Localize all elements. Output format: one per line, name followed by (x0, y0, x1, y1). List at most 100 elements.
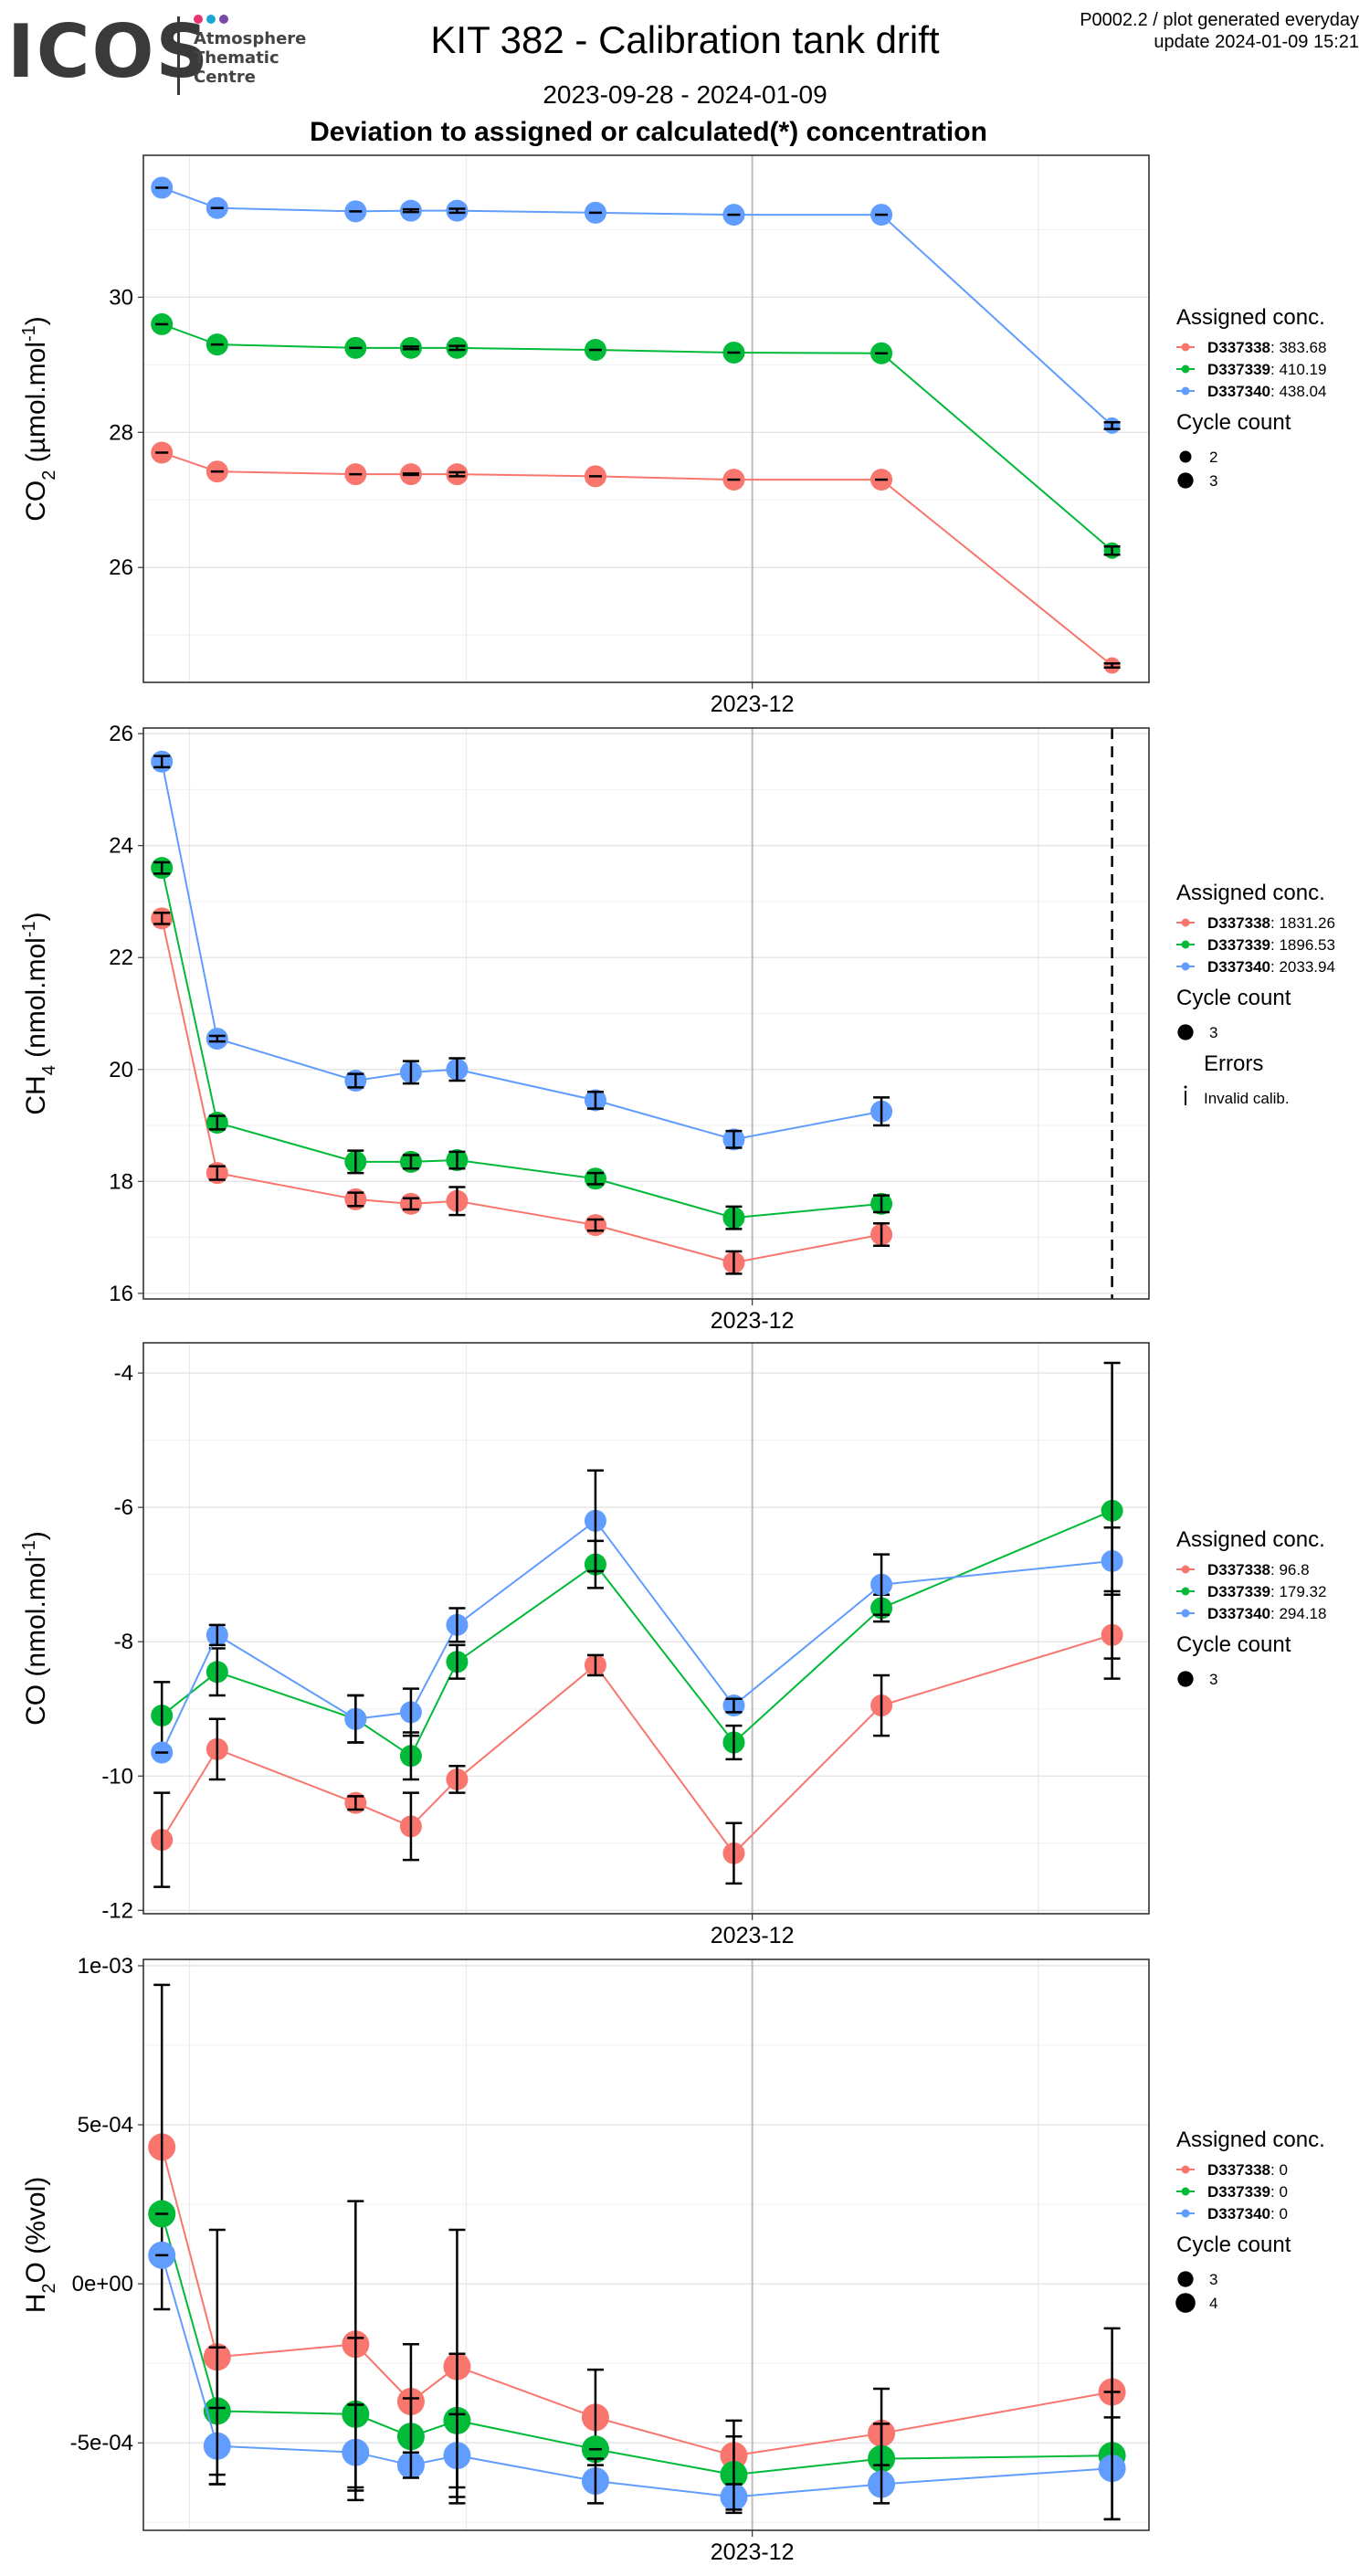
y-axis-label-part: ) (21, 316, 51, 325)
y-tick-label: -6 (114, 1495, 133, 1520)
legend-key-dot (1181, 364, 1190, 374)
legend-series-name: D337339 (1207, 936, 1270, 954)
legend-cycle-label: 2 (1209, 449, 1217, 466)
legend-series-conc: : 0 (1270, 2183, 1288, 2201)
legend-cycle-label: 3 (1209, 2271, 1217, 2288)
icos-logo: ICOS Atmosphere Thematic Centre (7, 9, 306, 95)
panel-border (142, 1342, 1150, 1915)
legend-cycle-label: 3 (1209, 1671, 1217, 1688)
y-axis-label-part: CO (21, 480, 51, 522)
y-axis-label-part: -1 (19, 921, 39, 937)
legend-entry-D337340: D337340: 0 (1207, 2205, 1288, 2222)
y-axis-label-part: CH (21, 1075, 51, 1114)
legend-entry-D337339: D337339: 1896.53 (1207, 936, 1335, 954)
legend-title-assigned: Assigned conc. (1176, 305, 1325, 330)
legend-entry-D337339: D337339: 179.32 (1207, 1583, 1326, 1600)
series-line-D337338 (161, 1633, 1112, 1855)
legend-series-conc: : 410.19 (1270, 361, 1326, 378)
legend-series-conc: : 96.8 (1270, 1561, 1310, 1578)
legend-key-dot (1181, 2187, 1190, 2196)
x-tick-label: 2023-12 (711, 1923, 795, 1948)
y-tick-label: 16 (109, 1282, 133, 1306)
logo-dot-purple (219, 15, 228, 24)
y-tick-label: -12 (101, 1898, 133, 1923)
y-tick-label: -4 (114, 1361, 133, 1386)
y-tick-label: -5e-04 (70, 2431, 133, 2455)
meta-line-update: update 2024-01-09 15:21 (1154, 32, 1359, 52)
legend-title-cycle: Cycle count (1176, 2233, 1291, 2257)
y-axis-label-part: ) (21, 912, 51, 921)
legend-title-cycle: Cycle count (1176, 986, 1291, 1010)
legend-series-conc: : 2033.94 (1270, 958, 1335, 976)
legend-entry-D337339: D337339: 0 (1207, 2183, 1288, 2201)
series-line-D337339 (161, 322, 1113, 552)
legend-series-name: D337338 (1207, 339, 1270, 356)
legend-series-conc: : 179.32 (1270, 1583, 1326, 1600)
logo-subtitle: Atmosphere Thematic Centre (194, 29, 306, 87)
chart-panel-h2o: -5e-04 0e+00 5e-04 1e-03 2023-12 H2O (%vol) As… (21, 1954, 1325, 2565)
chart-subtitle: Deviation to assigned or calculated(*) c… (310, 117, 987, 147)
legend-title-assigned: Assigned conc. (1176, 1527, 1325, 1552)
legend-key-dot (1181, 386, 1190, 396)
panel-border (142, 154, 1150, 683)
legend-title-cycle: Cycle count (1176, 410, 1291, 435)
legend-entry-D337338: D337338: 383.68 (1207, 339, 1326, 356)
y-axis-label-part: 2 (39, 2283, 59, 2293)
chart-panel-co: -12 -10 -8 -6 -4 2023-12 CO (nmol.mol-1) Assign… (19, 1342, 1326, 1948)
legend-title-assigned: Assigned conc. (1176, 2127, 1325, 2152)
legend-key-dot (1181, 343, 1190, 352)
legend-key-dot (1181, 1587, 1190, 1596)
y-axis-label-part: ) (21, 1531, 51, 1540)
legend-cycle-dot (1177, 472, 1194, 489)
page-title: KIT 382 - Calibration tank drift (430, 18, 940, 61)
y-axis-label-part: 4 (39, 1065, 59, 1075)
legend-series-conc: : 0 (1270, 2205, 1288, 2222)
legend-cycle-dot (1177, 1024, 1194, 1040)
y-tick-label: 26 (109, 722, 133, 746)
legend-series-conc: : 383.68 (1270, 339, 1326, 356)
series-line-D337339 (161, 1509, 1112, 1758)
y-tick-label: 24 (109, 834, 133, 859)
x-tick-label: 2023-12 (711, 1308, 795, 1334)
y-tick-label: 5e-04 (78, 2113, 133, 2138)
y-tick-label: 26 (109, 555, 133, 580)
y-tick-label: 1e-03 (78, 1954, 133, 1979)
icos-logo-text: ICOS (7, 9, 211, 94)
legend-cycle-label: 3 (1209, 472, 1217, 490)
y-axis-label-part: 2 (39, 470, 59, 480)
panel-border (142, 1958, 1150, 2531)
legend-series-name: D337339 (1207, 361, 1270, 378)
legend-cycle-dot (1175, 2293, 1196, 2313)
y-axis-label: H2O (%vol) (21, 2177, 59, 2313)
logo-sub-line2: Thematic (194, 48, 279, 68)
legend-invalid-label: Invalid calib. (1204, 1090, 1290, 1107)
x-tick-label: 2023-12 (711, 692, 795, 717)
series-line-D337340 (161, 2254, 1112, 2498)
y-axis-label-part: H (21, 2294, 51, 2314)
y-tick-label: 22 (109, 945, 133, 970)
logo-dots (194, 15, 248, 26)
legend-series-name: D337338 (1207, 914, 1270, 932)
legend-series-conc: : 1831.26 (1270, 914, 1335, 932)
y-axis-label-part: (nmol.mol (21, 937, 51, 1065)
logo-dot-pink (194, 15, 203, 24)
legend-cycle-dot (1179, 450, 1192, 463)
logo-sub-line1: Atmosphere (194, 29, 307, 48)
y-axis-label-part: O (%vol) (21, 2177, 51, 2284)
y-tick-label: 0e+00 (72, 2272, 133, 2296)
legend-entry-D337339: D337339: 410.19 (1207, 361, 1326, 378)
legend-entry-D337340: D337340: 438.04 (1207, 383, 1326, 400)
legend-series-name: D337340 (1207, 2205, 1270, 2222)
y-axis-label-part: -1 (19, 1540, 39, 1557)
legend-series-name: D337338 (1207, 1561, 1270, 1578)
y-axis-label-part: CO (nmol.mol (21, 1557, 51, 1726)
legend-key-dot (1181, 2165, 1190, 2174)
y-axis-label-part: -1 (19, 325, 39, 342)
legend-entry-D337338: D337338: 96.8 (1207, 1561, 1310, 1578)
legend-key-dot (1181, 1565, 1190, 1574)
legend-key-dot (1181, 962, 1190, 971)
legend-title-assigned: Assigned conc. (1176, 881, 1325, 905)
date-range: 2023-09-28 - 2024-01-09 (543, 80, 827, 109)
legend-series-name: D337340 (1207, 958, 1270, 976)
